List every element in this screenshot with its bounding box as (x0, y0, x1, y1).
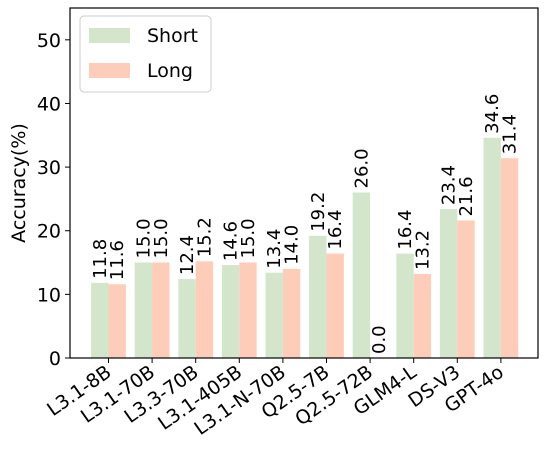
data-label-long-0: 11.6 (107, 240, 128, 280)
bar-long-8 (457, 220, 475, 358)
bar-short-0 (91, 282, 109, 358)
y-tick-label-4: 40 (37, 93, 61, 115)
data-label-short-2: 12.4 (177, 235, 198, 275)
bars-layer (91, 137, 519, 358)
y-axis: 0 10 20 30 40 50 (37, 30, 70, 370)
bar-long-0 (108, 284, 126, 358)
legend-swatch-long (89, 63, 130, 78)
plot-frame (69, 7, 539, 359)
data-label-long-7: 13.2 (412, 230, 433, 270)
y-tick-label-1: 10 (37, 284, 61, 306)
data-label-short-5: 19.2 (308, 192, 329, 232)
bar-short-6 (352, 192, 371, 358)
data-label-long-1: 15.0 (151, 218, 172, 258)
data-label-short-0: 11.8 (90, 239, 111, 279)
data-label-short-7: 16.4 (395, 210, 416, 250)
x-axis: L3.1-8BL3.1-70BL3.3-70BL3.1-405BL3.1-N-7… (43, 358, 508, 440)
bar-long-5 (326, 253, 344, 358)
data-label-long-2: 15.2 (194, 217, 215, 257)
bar-short-8 (439, 209, 458, 358)
data-label-short-6: 26.0 (351, 148, 372, 188)
data-label-long-5: 16.4 (325, 210, 346, 250)
data-label-short-1: 15.0 (133, 218, 154, 258)
data-label-short-8: 23.4 (439, 165, 460, 205)
data-label-long-8: 21.6 (456, 176, 477, 216)
legend-swatch-short (89, 28, 130, 43)
y-tick-label-2: 20 (37, 221, 61, 243)
bar-long-7 (413, 274, 432, 358)
bar-long-4 (282, 268, 301, 358)
bar-long-1 (152, 262, 170, 358)
bar-short-7 (396, 253, 414, 358)
y-tick-label-0: 0 (49, 348, 61, 370)
bar-short-9 (483, 137, 501, 358)
bar-short-2 (178, 279, 196, 358)
data-label-long-6: 0.0 (369, 325, 390, 354)
bar-long-2 (195, 261, 214, 358)
data-label-long-4: 14.0 (282, 225, 303, 265)
bar-short-5 (309, 235, 327, 358)
legend: Short Long (79, 15, 212, 93)
data-label-long-3: 15.0 (238, 218, 259, 258)
y-tick-label-3: 30 (37, 157, 61, 179)
data-label-short-9: 34.6 (482, 94, 503, 134)
data-label-long-9: 31.4 (500, 114, 521, 154)
legend-label-long: Long (147, 60, 193, 82)
bar-long-9 (500, 158, 519, 358)
bar-short-3 (221, 265, 240, 358)
bar-long-3 (239, 262, 257, 358)
bar-short-4 (265, 272, 283, 358)
legend-label-short: Short (147, 25, 198, 47)
data-label-short-4: 13.4 (264, 229, 285, 269)
data-label-short-3: 14.6 (221, 221, 242, 261)
y-axis-label: Accuracy(%) (8, 123, 30, 243)
data-labels-layer: 11.815.0 12.4 14.6 13.419.226.016.423.434.6… (90, 94, 521, 354)
y-tick-label-5: 50 (37, 30, 61, 52)
bar-short-1 (134, 262, 153, 358)
